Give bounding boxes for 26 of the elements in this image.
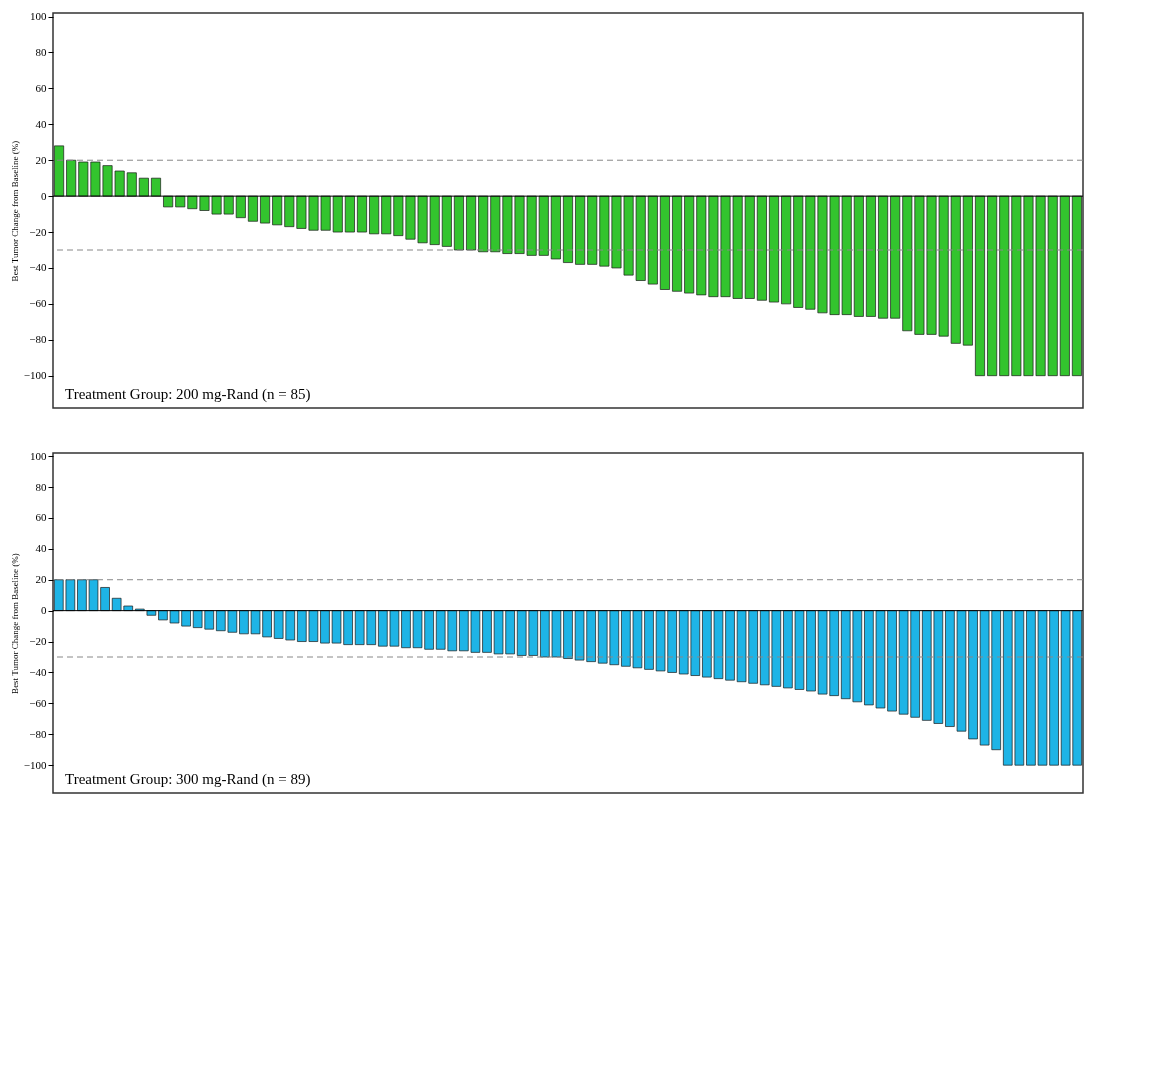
y-tick-label: 40: [35, 542, 47, 555]
y-tick-label: −40: [29, 261, 47, 274]
y-tick-label: 80: [35, 480, 47, 493]
annotation: Treatment Group: 200 mg-Rand (n = 85): [65, 386, 311, 403]
y-tick-label: −60: [29, 696, 47, 709]
y-tick-label: 60: [35, 511, 47, 524]
y-tick-label: −60: [29, 297, 47, 310]
y-tick-label: 0: [41, 604, 47, 617]
y-tick-label: 20: [35, 153, 47, 166]
annotation: Treatment Group: 300 mg-Rand (n = 89): [65, 771, 311, 788]
y-tick-label: −20: [29, 635, 47, 648]
y-tick-label: 100: [30, 10, 47, 23]
y-tick-label: 20: [35, 573, 47, 586]
y-tick-label: −100: [23, 369, 47, 382]
y-tick-label: 100: [30, 449, 47, 462]
y-tick-label: 0: [41, 189, 47, 202]
y-tick-label: 80: [35, 46, 47, 58]
y-axis-title: Best Tumor Change from Baseline (%): [9, 140, 20, 282]
y-tick-label: −20: [29, 225, 47, 238]
y-tick-label: 40: [35, 117, 47, 130]
y-tick-label: −80: [29, 727, 47, 740]
y-tick-label: −100: [23, 758, 47, 771]
y-tick-label: −40: [29, 665, 47, 678]
y-tick-label: −80: [29, 333, 47, 346]
y-axis-title: Best Tumor Change from Baseline (%): [9, 553, 20, 694]
y-tick-label: 60: [35, 81, 47, 94]
